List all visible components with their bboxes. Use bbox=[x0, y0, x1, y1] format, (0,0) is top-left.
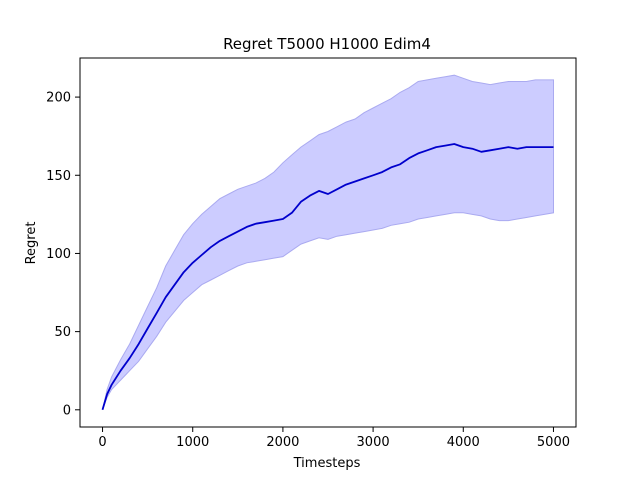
x-tick-label: 1000 bbox=[176, 435, 209, 450]
plot-frame bbox=[79, 57, 577, 428]
y-tick-label: 100 bbox=[46, 247, 71, 262]
x-tick-label: 5000 bbox=[537, 435, 570, 450]
y-tick-label: 50 bbox=[54, 325, 71, 340]
x-tick-label: 4000 bbox=[447, 435, 480, 450]
x-tick-label: 0 bbox=[98, 435, 106, 450]
x-tick-label: 2000 bbox=[266, 435, 299, 450]
plot-area bbox=[101, 74, 554, 411]
y-axis-label: Regret bbox=[24, 222, 39, 265]
mean-regret-line bbox=[101, 143, 554, 411]
chart-title: Regret T5000 H1000 Edim4 bbox=[223, 35, 431, 53]
x-axis: 0 1000 2000 3000 4000 5000 bbox=[98, 427, 570, 450]
y-tick-label: 0 bbox=[63, 403, 71, 418]
y-tick-label: 150 bbox=[46, 169, 71, 184]
x-tick-label: 3000 bbox=[357, 435, 390, 450]
x-axis-label: Timesteps bbox=[293, 456, 361, 471]
y-axis: 0 50 100 150 200 bbox=[46, 91, 80, 418]
y-tick-label: 200 bbox=[46, 91, 71, 106]
